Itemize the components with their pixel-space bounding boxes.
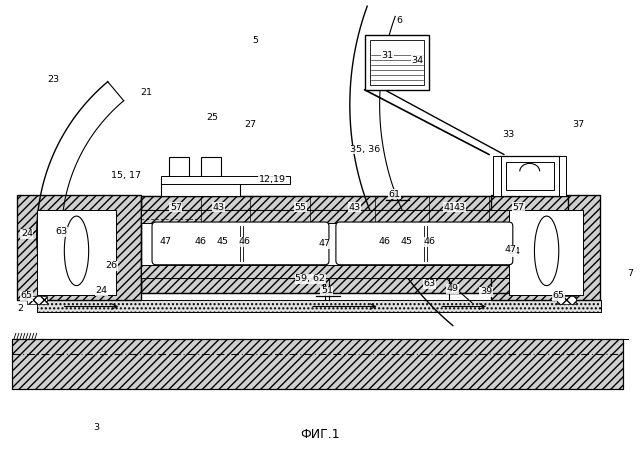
Text: 47: 47 [505, 245, 517, 254]
Bar [370, 40, 424, 85]
Polygon shape [534, 216, 559, 286]
Bar [36, 210, 116, 295]
Text: 43: 43 [453, 202, 465, 212]
Text: 33: 33 [502, 130, 515, 139]
Text: 41: 41 [444, 202, 455, 212]
Bar [141, 265, 568, 278]
Text: 26: 26 [106, 261, 117, 270]
Text: 27: 27 [244, 120, 257, 129]
Text: 63: 63 [56, 227, 68, 237]
Text: 37: 37 [572, 120, 584, 129]
Text: 65: 65 [552, 291, 564, 300]
Text: 46: 46 [423, 237, 435, 247]
Text: 47: 47 [160, 237, 172, 247]
Text: 3: 3 [93, 423, 99, 432]
Text: 47: 47 [319, 239, 331, 248]
FancyBboxPatch shape [336, 222, 513, 265]
Text: 65: 65 [21, 291, 33, 300]
Bar [499, 157, 561, 196]
Text: 21: 21 [140, 89, 152, 97]
Bar [17, 195, 141, 300]
Text: 6: 6 [397, 16, 403, 25]
Text: 24: 24 [508, 247, 520, 257]
Bar [141, 210, 568, 223]
Text: 15, 17: 15, 17 [111, 171, 141, 180]
Bar [12, 339, 623, 389]
Bar [141, 196, 568, 292]
Text: 43: 43 [212, 202, 225, 212]
Text: 31: 31 [381, 50, 394, 59]
Text: 39: 39 [480, 287, 492, 296]
Text: 35, 36: 35, 36 [349, 145, 380, 154]
Bar [161, 179, 241, 196]
Bar [27, 296, 47, 304]
Bar [17, 195, 141, 300]
Text: 46: 46 [239, 237, 250, 247]
Text: 2: 2 [17, 304, 23, 313]
Bar [506, 163, 554, 190]
Text: 46: 46 [379, 237, 390, 247]
Text: 55: 55 [294, 202, 306, 212]
Text: 12,19: 12,19 [259, 175, 286, 184]
Text: 5: 5 [252, 36, 259, 44]
Bar [161, 176, 290, 184]
Text: 57: 57 [513, 202, 525, 212]
Text: 45: 45 [216, 237, 228, 247]
Bar [201, 158, 221, 179]
Bar [141, 210, 568, 278]
Bar [141, 196, 568, 210]
Text: 59, 62: 59, 62 [295, 274, 325, 283]
Text: 51: 51 [321, 286, 333, 295]
Bar [491, 195, 600, 300]
Text: 46: 46 [195, 237, 207, 247]
Text: 7: 7 [627, 269, 633, 278]
Text: 23: 23 [47, 75, 60, 84]
Bar [12, 339, 623, 389]
Bar [509, 210, 584, 295]
Bar [491, 195, 600, 300]
FancyBboxPatch shape [152, 222, 329, 265]
Text: 25: 25 [207, 113, 219, 122]
Text: 63: 63 [423, 279, 435, 288]
Text: 57: 57 [170, 202, 182, 212]
Text: 24: 24 [21, 229, 33, 238]
Bar [169, 158, 189, 179]
Text: 34: 34 [412, 55, 424, 64]
Polygon shape [65, 216, 89, 286]
Bar [557, 296, 577, 304]
Text: 43: 43 [349, 202, 361, 212]
Text: 61: 61 [388, 190, 401, 199]
Text: ФИГ.1: ФИГ.1 [300, 428, 340, 441]
Bar [493, 157, 501, 196]
Text: 24: 24 [95, 286, 108, 295]
Text: 45: 45 [401, 237, 412, 247]
Bar [365, 35, 429, 90]
Bar [559, 157, 566, 196]
Text: 49: 49 [446, 284, 458, 293]
Bar [36, 300, 601, 312]
Bar [141, 278, 568, 292]
